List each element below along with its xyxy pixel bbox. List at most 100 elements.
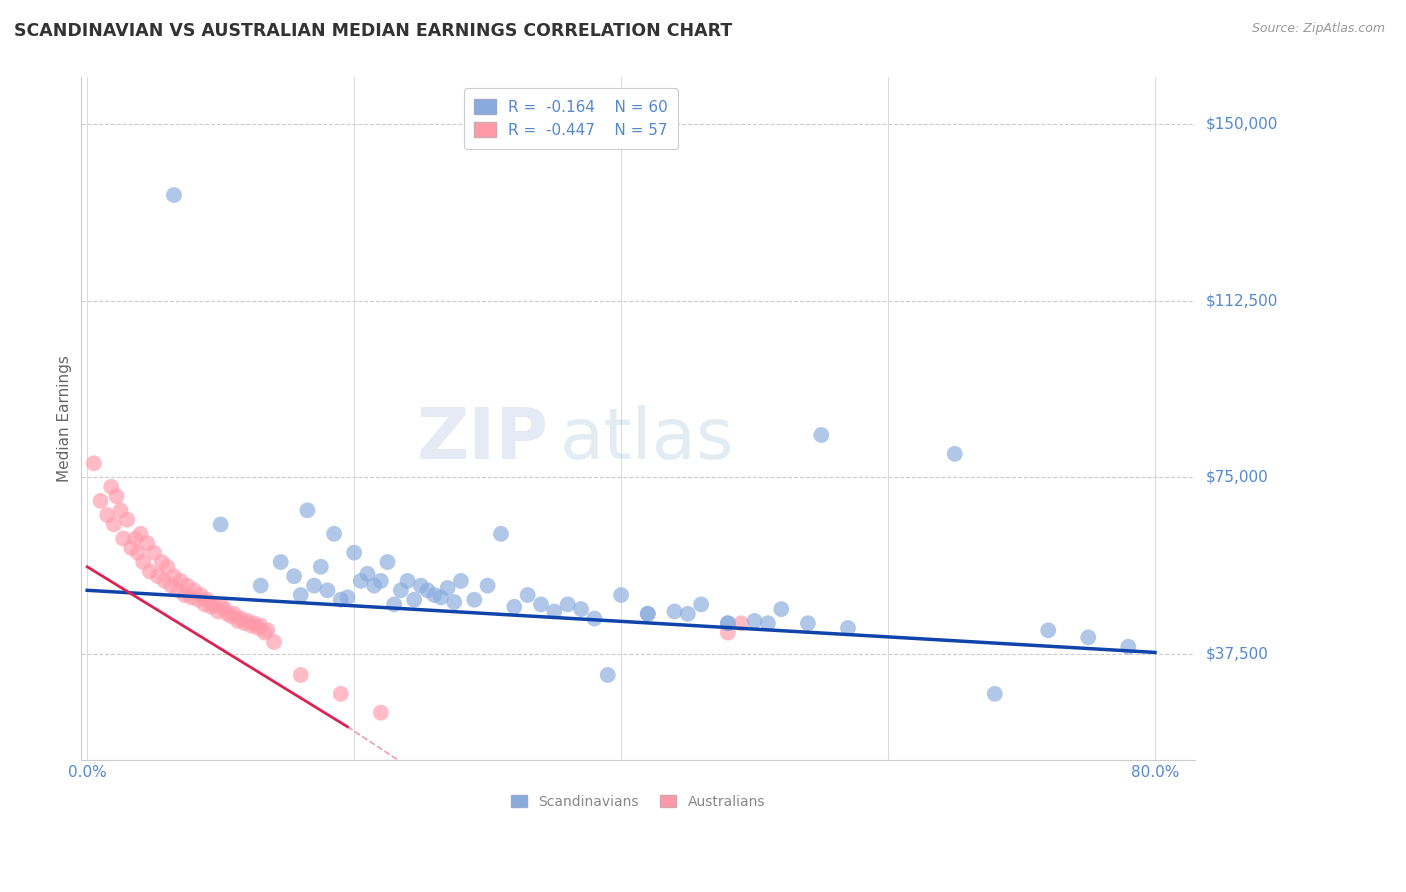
Point xyxy=(323,526,346,541)
Y-axis label: Median Earnings: Median Earnings xyxy=(58,355,72,482)
Point xyxy=(404,592,426,607)
Point xyxy=(195,592,218,607)
Point xyxy=(329,687,352,701)
Point xyxy=(356,566,378,581)
Point xyxy=(173,588,195,602)
Text: $112,500: $112,500 xyxy=(1206,293,1278,309)
Point xyxy=(139,565,162,579)
Point xyxy=(247,621,270,635)
Point xyxy=(190,588,212,602)
Point xyxy=(249,578,271,592)
Point xyxy=(96,508,118,522)
Point xyxy=(516,588,538,602)
Point xyxy=(316,583,339,598)
Point xyxy=(290,588,312,602)
Point xyxy=(83,456,105,470)
Point xyxy=(183,583,205,598)
Point xyxy=(222,607,245,621)
Point xyxy=(160,578,183,592)
Point xyxy=(396,574,419,588)
Point xyxy=(637,607,659,621)
Point xyxy=(690,598,713,612)
Point xyxy=(142,546,165,560)
Point xyxy=(124,532,146,546)
Point xyxy=(543,605,565,619)
Point xyxy=(163,569,186,583)
Point xyxy=(229,611,252,625)
Point xyxy=(176,578,198,592)
Point xyxy=(370,574,392,588)
Point xyxy=(717,616,740,631)
Point xyxy=(797,616,820,631)
Point xyxy=(226,614,249,628)
Point xyxy=(430,591,453,605)
Point xyxy=(156,559,179,574)
Point xyxy=(236,614,259,628)
Point xyxy=(477,578,499,592)
Point xyxy=(943,447,966,461)
Point xyxy=(569,602,592,616)
Point xyxy=(115,513,138,527)
Point xyxy=(240,618,263,632)
Point xyxy=(730,616,752,631)
Point xyxy=(132,555,155,569)
Point xyxy=(270,555,292,569)
Point xyxy=(489,526,512,541)
Legend: Scandinavians, Australians: Scandinavians, Australians xyxy=(505,789,770,814)
Point xyxy=(127,546,149,560)
Point xyxy=(610,588,633,602)
Point xyxy=(770,602,793,616)
Point xyxy=(209,517,232,532)
Point xyxy=(409,578,432,592)
Point xyxy=(129,526,152,541)
Point xyxy=(153,574,176,588)
Point xyxy=(207,605,229,619)
Point xyxy=(103,517,125,532)
Point xyxy=(290,668,312,682)
Point xyxy=(530,598,553,612)
Point xyxy=(136,536,159,550)
Point xyxy=(744,614,766,628)
Point xyxy=(676,607,699,621)
Point xyxy=(112,532,135,546)
Point xyxy=(105,489,128,503)
Text: SCANDINAVIAN VS AUSTRALIAN MEDIAN EARNINGS CORRELATION CHART: SCANDINAVIAN VS AUSTRALIAN MEDIAN EARNIN… xyxy=(14,22,733,40)
Text: ZIP: ZIP xyxy=(416,405,548,474)
Text: atlas: atlas xyxy=(560,405,734,474)
Point xyxy=(167,583,190,598)
Point xyxy=(370,706,392,720)
Point xyxy=(389,583,412,598)
Text: $37,500: $37,500 xyxy=(1206,647,1270,661)
Point xyxy=(436,581,458,595)
Point xyxy=(463,592,485,607)
Point xyxy=(443,595,465,609)
Point xyxy=(187,592,209,607)
Point xyxy=(100,480,122,494)
Point xyxy=(450,574,472,588)
Text: Source: ZipAtlas.com: Source: ZipAtlas.com xyxy=(1251,22,1385,36)
Text: $150,000: $150,000 xyxy=(1206,117,1278,132)
Point xyxy=(1038,624,1060,638)
Point xyxy=(503,599,526,614)
Point xyxy=(146,569,169,583)
Point xyxy=(209,598,232,612)
Point xyxy=(150,555,173,569)
Point xyxy=(263,635,285,649)
Point xyxy=(110,503,132,517)
Point xyxy=(717,625,740,640)
Point xyxy=(329,592,352,607)
Point xyxy=(253,625,276,640)
Point xyxy=(416,583,439,598)
Point xyxy=(637,607,659,621)
Point xyxy=(350,574,373,588)
Point xyxy=(200,599,222,614)
Point xyxy=(984,687,1007,701)
Point xyxy=(120,541,142,555)
Text: $75,000: $75,000 xyxy=(1206,470,1268,485)
Point xyxy=(382,598,405,612)
Point xyxy=(423,588,446,602)
Point xyxy=(169,574,191,588)
Point xyxy=(363,578,385,592)
Point xyxy=(202,598,225,612)
Point xyxy=(194,598,217,612)
